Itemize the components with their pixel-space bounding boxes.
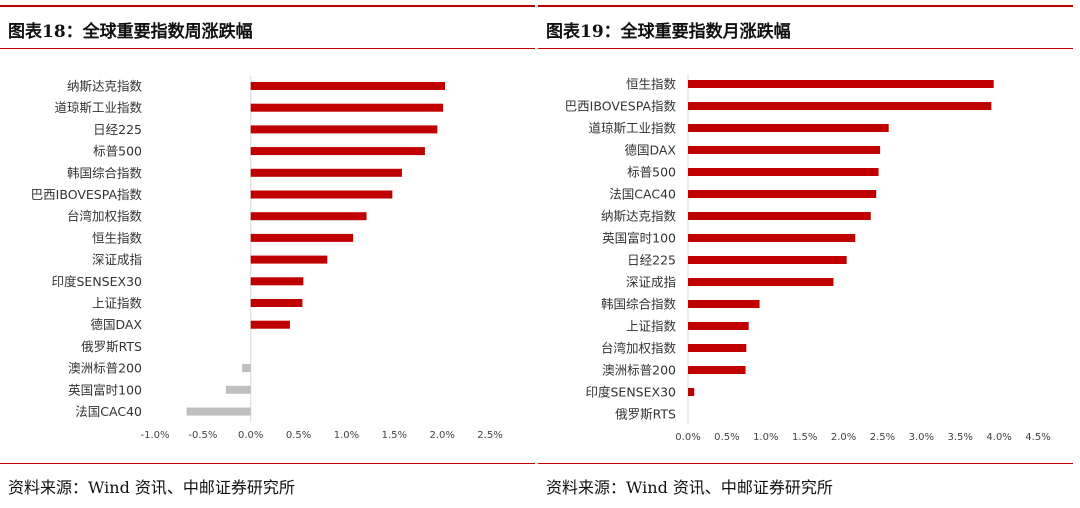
- x-tick-label: 0.5%: [714, 432, 739, 443]
- category-label: 上证指数: [92, 296, 143, 311]
- bar: [250, 190, 393, 199]
- category-label: 深证成指: [92, 252, 142, 267]
- category-label: 恒生指数: [92, 230, 143, 245]
- title-rule: [0, 48, 535, 49]
- bar: [688, 322, 749, 330]
- category-label: 道琼斯工业指数: [54, 100, 142, 115]
- bar: [250, 82, 446, 90]
- category-label: 日经225: [93, 122, 142, 137]
- bar: [688, 168, 879, 176]
- chart-title: 图表18：全球重要指数周涨跌幅: [8, 22, 253, 42]
- bar: [250, 125, 438, 134]
- x-tick-label: 3.0%: [909, 432, 934, 443]
- x-tick-label: 4.0%: [986, 432, 1011, 443]
- category-label: 澳洲标普200: [602, 363, 676, 378]
- source-note: 资料来源：Wind 资讯、中邮证券研究所: [546, 478, 833, 497]
- x-tick-label: -1.0%: [140, 430, 169, 441]
- source-note: 资料来源：Wind 资讯、中邮证券研究所: [8, 478, 295, 497]
- category-label: 巴西IBOVESPA指数: [31, 187, 143, 202]
- bar: [688, 190, 877, 198]
- top-rule: [538, 5, 1073, 7]
- bar: [250, 212, 367, 221]
- category-label: 英国富时100: [68, 382, 142, 397]
- bar: [250, 299, 303, 307]
- bar: [688, 256, 847, 264]
- category-label: 恒生指数: [626, 77, 677, 92]
- bar: [250, 168, 402, 177]
- bar: [688, 278, 834, 286]
- category-label: 韩国综合指数: [601, 297, 677, 312]
- category-label: 法国CAC40: [609, 187, 676, 202]
- bar: [242, 364, 251, 373]
- category-label: 俄罗斯RTS: [615, 407, 676, 422]
- bar: [250, 103, 444, 112]
- category-label: 印度SENSEX30: [52, 274, 143, 289]
- category-label: 法国CAC40: [75, 404, 142, 419]
- bar: [688, 212, 871, 220]
- bar: [225, 385, 251, 394]
- top-rule: [0, 5, 535, 7]
- x-tick-label: 1.5%: [792, 432, 817, 443]
- x-tick-label: 0.0%: [238, 430, 263, 441]
- bar: [688, 300, 760, 308]
- category-label: 纳斯达克指数: [67, 79, 143, 94]
- title-rule: [538, 48, 1073, 49]
- x-tick-label: 3.5%: [948, 432, 973, 443]
- category-label: 英国富时100: [602, 231, 676, 246]
- category-label: 日经225: [627, 253, 676, 268]
- chart-title: 图表19：全球重要指数月涨跌幅: [546, 22, 791, 42]
- bar: [688, 234, 856, 242]
- category-label: 德国DAX: [90, 317, 142, 332]
- bar: [250, 147, 425, 156]
- bar: [688, 344, 747, 352]
- category-label: 俄罗斯RTS: [81, 339, 142, 354]
- x-tick-label: -0.5%: [188, 430, 217, 441]
- category-label: 德国DAX: [624, 143, 676, 158]
- category-label: 深证成指: [626, 275, 676, 290]
- x-tick-label: 1.0%: [334, 430, 359, 441]
- bottom-rule: [0, 463, 535, 464]
- category-label: 道琼斯工业指数: [588, 121, 676, 136]
- bar: [688, 102, 992, 110]
- x-tick-label: 2.0%: [831, 432, 856, 443]
- category-label: 韩国综合指数: [67, 165, 143, 180]
- category-label: 印度SENSEX30: [586, 385, 677, 400]
- category-label: 澳洲标普200: [68, 361, 142, 376]
- category-label: 台湾加权指数: [67, 209, 143, 224]
- bottom-rule: [538, 463, 1073, 464]
- x-tick-label: 2.5%: [870, 432, 895, 443]
- x-tick-label: 0.5%: [286, 430, 311, 441]
- x-tick-label: 1.0%: [753, 432, 778, 443]
- chart-panel-monthly: 图表19：全球重要指数月涨跌幅 恒生指数巴西IBOVESPA指数道琼斯工业指数德…: [538, 0, 1073, 508]
- bar: [688, 388, 695, 396]
- bar: [250, 277, 304, 286]
- bar: [688, 124, 889, 132]
- category-label: 上证指数: [626, 319, 677, 334]
- bar: [250, 255, 328, 264]
- x-tick-label: 0.0%: [675, 432, 700, 443]
- bar: [186, 407, 251, 416]
- bar: [688, 80, 994, 88]
- x-tick-label: 2.5%: [477, 430, 502, 441]
- bar: [250, 320, 290, 329]
- bar: [688, 366, 746, 374]
- category-label: 纳斯达克指数: [601, 209, 677, 224]
- x-tick-label: 2.0%: [429, 430, 454, 441]
- x-tick-label: 1.5%: [382, 430, 407, 441]
- x-tick-label: 4.5%: [1025, 432, 1050, 443]
- bar: [250, 233, 354, 242]
- category-label: 台湾加权指数: [601, 341, 677, 356]
- category-label: 巴西IBOVESPA指数: [565, 99, 677, 114]
- bar: [688, 146, 881, 154]
- category-label: 标普500: [93, 144, 142, 159]
- category-label: 标普500: [627, 165, 676, 180]
- chart-panel-weekly: 图表18：全球重要指数周涨跌幅 纳斯达克指数道琼斯工业指数日经225 标普500 韩…: [0, 0, 535, 508]
